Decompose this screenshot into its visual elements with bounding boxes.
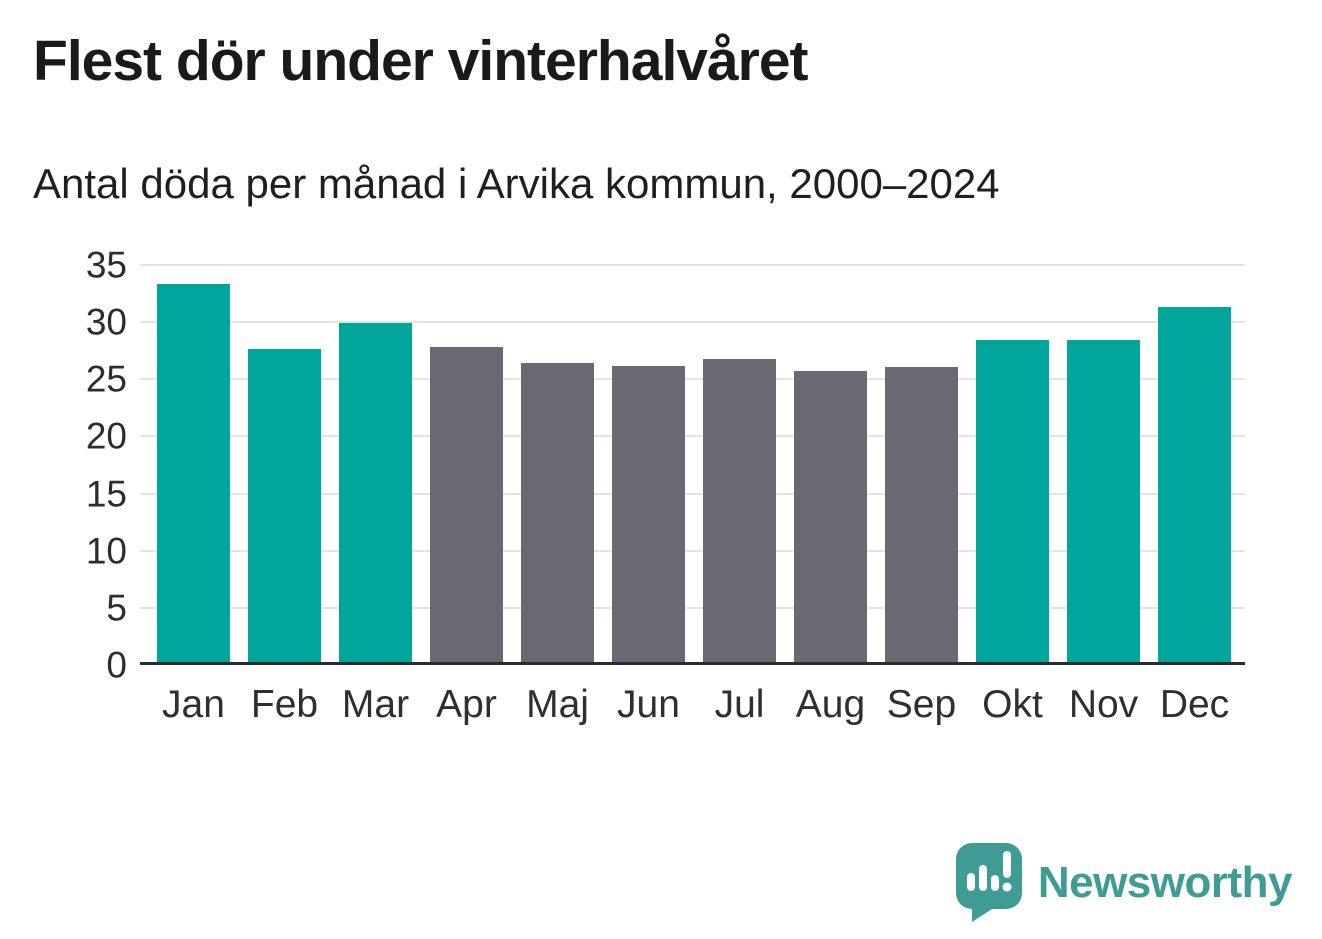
bar-dec xyxy=(1158,306,1231,662)
gridline xyxy=(140,378,1245,381)
gridline xyxy=(140,492,1245,495)
brand-footer: Newsworthy xyxy=(955,843,1293,922)
chart-subtitle: Antal döda per månad i Arvika kommun, 20… xyxy=(33,160,1000,207)
logo-exclamation-dot xyxy=(1002,882,1012,892)
y-tick-label: 5 xyxy=(106,587,127,629)
y-tick-label: 20 xyxy=(85,415,127,457)
logo-bar-tall xyxy=(978,865,987,891)
gridline xyxy=(140,606,1245,609)
gridline xyxy=(140,264,1245,266)
logo-exclamation-line xyxy=(1002,851,1011,878)
bar-jun xyxy=(612,366,685,662)
x-tick-label-apr: Apr xyxy=(436,683,497,726)
plot-area xyxy=(140,264,1245,665)
chart-title: Flest dör under vinterhalvåret xyxy=(33,29,809,93)
x-tick-label-aug: Aug xyxy=(795,683,866,726)
logo-bar-small xyxy=(966,873,975,891)
bar-mar xyxy=(339,322,412,662)
x-tick-label-jul: Jul xyxy=(714,683,765,726)
y-tick-label: 30 xyxy=(85,301,127,343)
x-tick-label-jan: Jan xyxy=(162,683,225,726)
bar-nov xyxy=(1067,339,1140,662)
gridline xyxy=(140,435,1245,438)
x-axis: Jan Feb Mar Apr Maj Jun Jul Aug Sep Okt Nov Dec xyxy=(140,683,1245,727)
bar-sep xyxy=(885,367,958,662)
newsworthy-logo-icon xyxy=(955,843,1022,922)
x-tick-label-sep: Sep xyxy=(886,683,957,726)
bar-jul xyxy=(703,359,776,662)
x-tick-label-feb: Feb xyxy=(250,683,319,726)
brand-name: Newsworthy xyxy=(1037,857,1293,907)
y-tick-label: 10 xyxy=(85,530,127,572)
x-tick-label-maj: Maj xyxy=(526,683,589,726)
x-tick-label-mar: Mar xyxy=(341,683,410,726)
bar-chart: 0 5 10 15 20 25 30 35 Jan Feb Mar Apr Maj Jun Jul Aug S… xyxy=(0,247,1245,735)
bar-feb xyxy=(248,348,321,662)
x-tick-label-okt: Okt xyxy=(982,683,1043,726)
x-tick-label-jun: Jun xyxy=(617,683,680,726)
y-tick-label: 0 xyxy=(106,644,127,686)
y-axis: 0 5 10 15 20 25 30 35 xyxy=(0,247,127,684)
gridline xyxy=(140,549,1245,552)
bar-aug xyxy=(794,370,867,662)
bar-apr xyxy=(430,346,503,662)
y-tick-label: 35 xyxy=(85,244,127,286)
y-tick-label: 25 xyxy=(85,358,127,400)
x-tick-label-nov: Nov xyxy=(1068,683,1139,726)
x-tick-label-dec: Dec xyxy=(1159,683,1230,726)
bar-jan xyxy=(157,283,230,662)
logo-bar-medium xyxy=(990,875,999,891)
gridline xyxy=(140,321,1245,324)
bars-row xyxy=(140,265,1245,662)
bar-maj xyxy=(521,362,594,662)
y-tick-label: 15 xyxy=(85,473,127,515)
speech-bubble-shape xyxy=(955,843,1022,922)
bar-okt xyxy=(976,339,1049,662)
